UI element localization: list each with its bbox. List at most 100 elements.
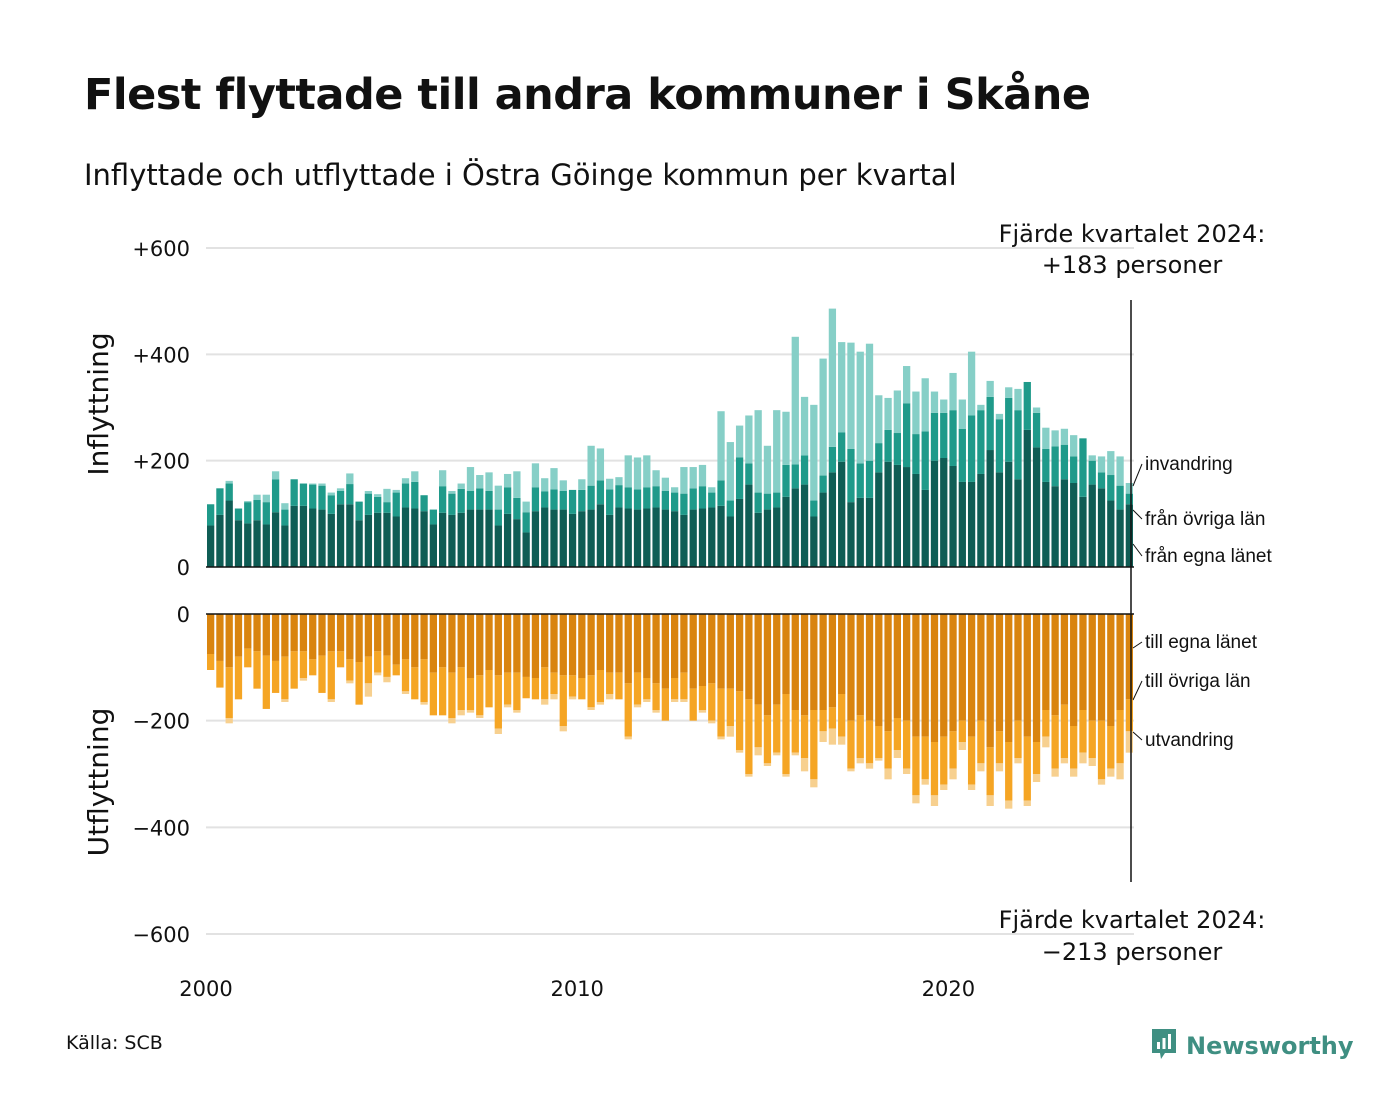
bar-out-1 <box>940 736 948 785</box>
bar-in-0 <box>290 505 298 567</box>
bar-in-2 <box>364 490 373 494</box>
bar-in-0 <box>485 509 493 567</box>
bar-out-2 <box>541 699 549 705</box>
bar-out-2 <box>420 702 428 705</box>
bar-in-1 <box>522 512 530 533</box>
bar-in-1 <box>327 495 335 514</box>
bar-in-2 <box>773 410 781 493</box>
bar-in-0 <box>1032 447 1041 567</box>
bar-in-2 <box>856 351 864 464</box>
bar-in-0 <box>819 492 827 567</box>
bar-in-2 <box>336 488 345 491</box>
bar-out-1 <box>698 686 707 710</box>
bar-out-1 <box>234 656 243 700</box>
bar-out-1 <box>652 683 660 710</box>
bar-in-2 <box>327 492 335 496</box>
brand-name: Newsworthy <box>1186 1032 1354 1060</box>
bar-out-1 <box>550 672 558 694</box>
bar-in-1 <box>921 431 929 490</box>
bar-in-0 <box>875 472 883 567</box>
bar-out-0 <box>494 614 502 676</box>
bar-out-1 <box>680 672 688 700</box>
bar-in-2 <box>652 470 660 487</box>
bar-out-2 <box>773 752 781 756</box>
bar-out-1 <box>949 731 957 769</box>
bar-out-0 <box>763 614 772 716</box>
bar-out-2 <box>828 728 837 745</box>
bar-out-1 <box>819 710 827 732</box>
bar-in-2 <box>977 404 985 411</box>
bar-in-0 <box>1097 488 1106 567</box>
bar-out-2 <box>494 728 502 734</box>
bar-in-0 <box>346 504 354 567</box>
bar-in-2 <box>513 471 521 498</box>
bar-in-2 <box>494 485 502 510</box>
bar-out-0 <box>921 614 929 737</box>
bar-out-1 <box>624 683 632 737</box>
bar-in-2 <box>782 411 790 465</box>
bar-out-0 <box>810 614 818 710</box>
bar-in-0 <box>624 508 632 567</box>
bar-out-2 <box>949 768 957 780</box>
bar-in-1 <box>958 428 966 482</box>
bar-out-1 <box>503 672 512 705</box>
bar-out-0 <box>439 614 447 668</box>
series-label-in: invandring <box>1145 454 1233 475</box>
bar-in-0 <box>587 509 595 567</box>
bar-in-1 <box>773 492 781 508</box>
bar-in-0 <box>392 516 400 567</box>
bar-in-1 <box>633 489 642 510</box>
bar-out-2 <box>364 683 373 697</box>
bar-in-1 <box>411 481 419 509</box>
bar-in-2 <box>1005 387 1013 398</box>
bar-in-2 <box>606 478 614 490</box>
bar-out-2 <box>476 715 484 718</box>
bar-out-1 <box>374 651 382 673</box>
bar-in-2 <box>865 343 874 461</box>
bar-in-1 <box>587 485 595 510</box>
bar-in-0 <box>336 504 345 567</box>
bar-in-1 <box>643 487 651 509</box>
bar-out-1 <box>383 655 391 677</box>
bar-out-1 <box>995 731 1004 764</box>
bar-in-2 <box>1125 482 1133 494</box>
bar-in-2 <box>958 399 966 429</box>
bar-in-0 <box>448 514 456 567</box>
bar-out-0 <box>587 614 595 676</box>
bar-in-0 <box>457 512 465 567</box>
bar-in-1 <box>856 463 864 498</box>
bar-in-1 <box>726 500 734 517</box>
bar-in-2 <box>791 336 799 465</box>
bar-in-0 <box>383 512 391 567</box>
newsworthy-icon <box>1150 1027 1178 1065</box>
y-tick-label-in: +400 <box>132 343 190 367</box>
bar-in-1 <box>253 500 261 521</box>
bar-in-1 <box>912 434 920 474</box>
bar-in-1 <box>1023 381 1031 430</box>
annotation-leader <box>1132 641 1143 649</box>
y-tick-label-in: 0 <box>177 556 190 580</box>
bar-in-2 <box>1097 456 1106 473</box>
bar-out-0 <box>225 614 233 668</box>
bar-in-2 <box>893 390 901 434</box>
bar-out-1 <box>1079 710 1087 753</box>
brand-logo[interactable]: Newsworthy <box>1150 1027 1354 1065</box>
bar-out-2 <box>875 758 883 761</box>
bar-in-0 <box>884 461 892 567</box>
bar-out-1 <box>401 659 410 692</box>
bar-out-1 <box>290 651 298 689</box>
bar-in-1 <box>708 492 716 508</box>
bar-in-1 <box>364 493 373 515</box>
bar-out-0 <box>912 614 920 737</box>
bar-in-0 <box>921 489 929 567</box>
bar-in-1 <box>977 410 985 474</box>
bar-out-1 <box>615 672 623 700</box>
bar-in-2 <box>244 501 252 503</box>
bar-in-2 <box>884 397 892 430</box>
bar-out-2 <box>568 696 577 700</box>
bar-out-2 <box>281 699 289 702</box>
bar-out-2 <box>680 699 688 702</box>
bar-out-2 <box>401 691 410 694</box>
bar-in-1 <box>615 485 623 508</box>
annotation-layer: Fjärde kvartalet 2024: +183 personer Fjä… <box>999 220 1273 966</box>
